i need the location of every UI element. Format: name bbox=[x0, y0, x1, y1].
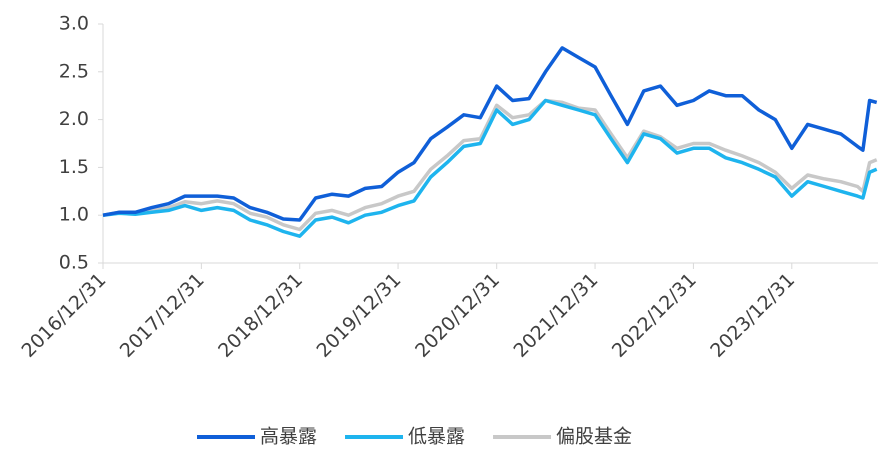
y-tick-label: 3.0 bbox=[59, 13, 89, 35]
x-tick-label: 2020/12/31 bbox=[411, 269, 504, 362]
series-line bbox=[102, 46, 878, 222]
legend-label: 高暴露 bbox=[260, 426, 317, 448]
legend-label: 偏股基金 bbox=[556, 426, 632, 448]
x-tick-label: 2016/12/31 bbox=[17, 269, 110, 362]
y-tick-label: 1.0 bbox=[59, 204, 89, 226]
x-tick-label: 2022/12/31 bbox=[608, 269, 701, 362]
x-tick-label: 2019/12/31 bbox=[313, 269, 406, 362]
x-tick-label: 2018/12/31 bbox=[214, 269, 307, 362]
y-tick-label: 2.0 bbox=[59, 108, 89, 130]
y-tick-label: 1.5 bbox=[59, 156, 89, 178]
y-tick-label: 2.5 bbox=[59, 60, 89, 82]
x-tick-label: 2021/12/31 bbox=[509, 269, 602, 362]
series-line bbox=[102, 98, 878, 232]
y-tick-label: 0.5 bbox=[59, 252, 89, 274]
series-line bbox=[102, 98, 878, 238]
x-tick-label: 2017/12/31 bbox=[116, 269, 209, 362]
legend-label: 低暴露 bbox=[408, 426, 465, 448]
x-tick-label: 2023/12/31 bbox=[706, 269, 799, 362]
